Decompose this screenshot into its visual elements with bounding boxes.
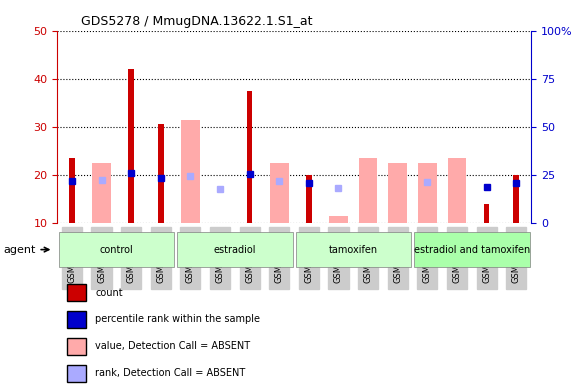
Text: rank, Detection Call = ABSENT: rank, Detection Call = ABSENT [95, 368, 246, 378]
Bar [359, 158, 377, 223]
Text: control: control [99, 245, 133, 255]
Bar [448, 158, 467, 223]
FancyBboxPatch shape [296, 232, 411, 267]
Bar [158, 124, 164, 223]
Text: estradiol and tamoxifen: estradiol and tamoxifen [413, 245, 530, 255]
Bar [92, 163, 111, 223]
Bar [329, 215, 348, 223]
Bar [181, 119, 200, 223]
Text: GDS5278 / MmugDNA.13622.1.S1_at: GDS5278 / MmugDNA.13622.1.S1_at [81, 15, 312, 28]
Text: estradiol: estradiol [214, 245, 256, 255]
Bar [247, 91, 252, 223]
Text: percentile rank within the sample: percentile rank within the sample [95, 314, 260, 324]
FancyBboxPatch shape [59, 232, 174, 267]
FancyBboxPatch shape [67, 338, 86, 355]
FancyBboxPatch shape [177, 232, 292, 267]
Text: value, Detection Call = ABSENT: value, Detection Call = ABSENT [95, 341, 250, 351]
Text: agent: agent [3, 245, 49, 255]
Bar [484, 204, 489, 223]
FancyBboxPatch shape [67, 311, 86, 328]
FancyBboxPatch shape [414, 232, 529, 267]
Bar [306, 175, 312, 223]
FancyBboxPatch shape [67, 365, 86, 382]
FancyBboxPatch shape [67, 284, 86, 301]
Bar [513, 175, 519, 223]
Bar [388, 163, 407, 223]
Text: tamoxifen: tamoxifen [329, 245, 378, 255]
Bar [270, 163, 288, 223]
Text: count: count [95, 288, 123, 298]
Bar [69, 158, 75, 223]
Bar [128, 69, 134, 223]
Bar [418, 163, 437, 223]
